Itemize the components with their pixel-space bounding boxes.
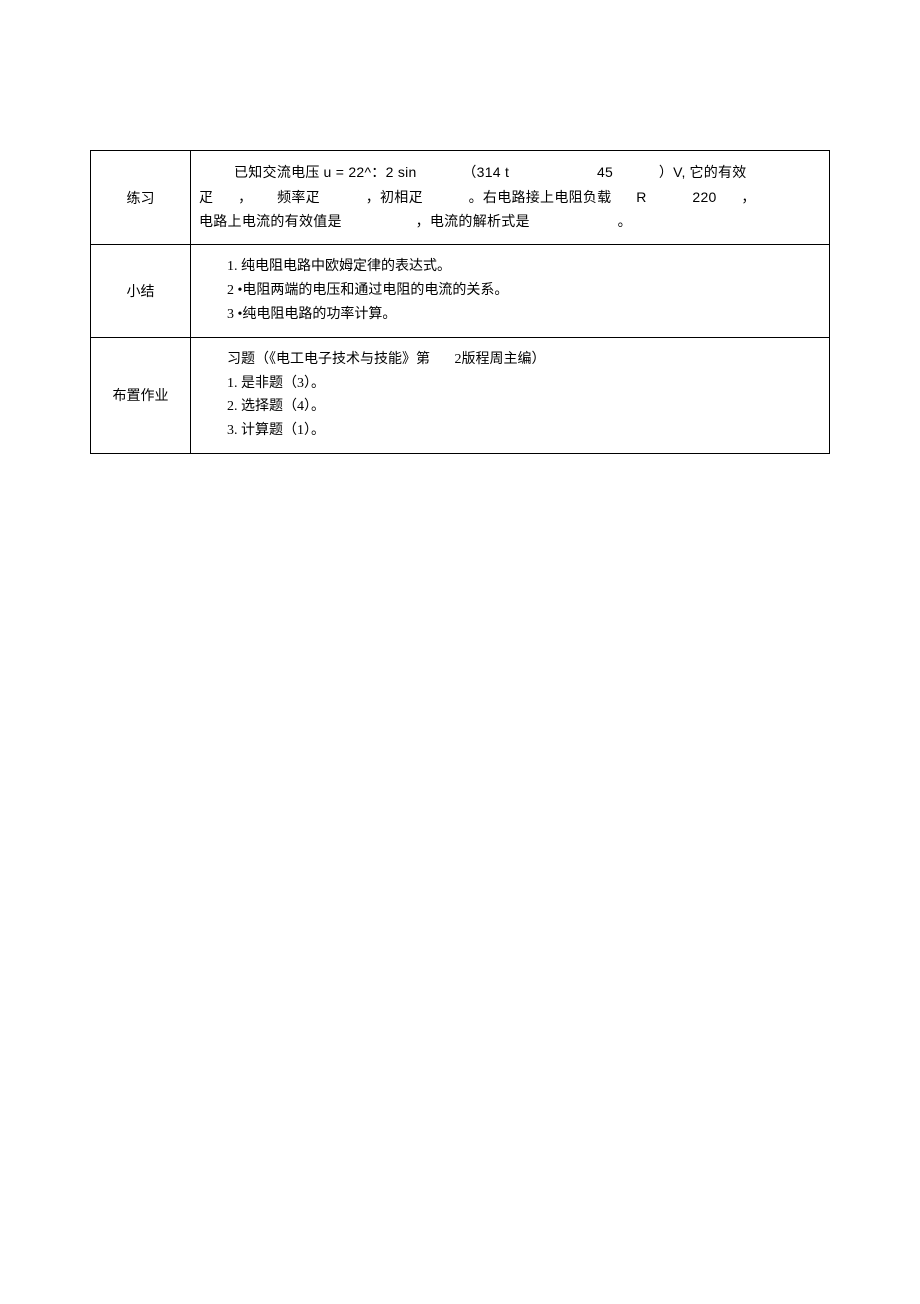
- text: 2版程周主编）: [455, 352, 546, 367]
- row-content: 1. 纯电阻电路中欧姆定律的表达式。 2 •电阻两端的电压和通过电阻的电流的关系…: [191, 245, 830, 337]
- text: ，电流的解析式是: [416, 215, 530, 230]
- text: u = 22^：2 sin: [323, 164, 416, 180]
- text-line: 电路上电流的有效值是 ，电流的解析式是 。: [199, 211, 821, 235]
- text: 45: [597, 164, 613, 180]
- list-item: 1. 是非题（3）。: [199, 372, 821, 396]
- text: 疋: [199, 191, 213, 206]
- row-content: 习题（《电工电子技术与技能》第 2版程周主编） 1. 是非题（3）。 2. 选择…: [191, 337, 830, 453]
- table-row: 小结 1. 纯电阻电路中欧姆定律的表达式。 2 •电阻两端的电压和通过电阻的电流…: [91, 245, 830, 337]
- text: （314 t: [462, 164, 509, 180]
- list-item: 2 •电阻两端的电压和通过电阻的电流的关系。: [199, 279, 821, 303]
- lesson-table: 练习 已知交流电压 u = 22^：2 sin （314 t 45 ）V, 它的…: [90, 150, 830, 454]
- list-item: 1. 纯电阻电路中欧姆定律的表达式。: [199, 255, 821, 279]
- text: 它的有效: [689, 166, 746, 181]
- row-content: 已知交流电压 u = 22^：2 sin （314 t 45 ）V, 它的有效 …: [191, 151, 830, 245]
- text: 已知交流电压: [234, 166, 320, 181]
- text-line: 已知交流电压 u = 22^：2 sin （314 t 45 ）V, 它的有效: [199, 161, 821, 186]
- row-label: 布置作业: [91, 337, 191, 453]
- text: 。: [618, 215, 632, 230]
- list-item: 3. 计算题（1）。: [199, 419, 821, 443]
- row-label: 小结: [91, 245, 191, 337]
- text: ，: [741, 191, 755, 206]
- list-item: 3 •纯电阻电路的功率计算。: [199, 303, 821, 327]
- text: 频率疋: [277, 191, 320, 206]
- text: 220: [692, 189, 716, 205]
- list-item: 2. 选择题（4）。: [199, 395, 821, 419]
- table-row: 练习 已知交流电压 u = 22^：2 sin （314 t 45 ）V, 它的…: [91, 151, 830, 245]
- text: ）V,: [659, 164, 686, 180]
- text: 习题（《电工电子技术与技能》第: [227, 352, 430, 367]
- text-line: 习题（《电工电子技术与技能》第 2版程周主编）: [199, 348, 821, 372]
- text: ，初相疋: [366, 191, 423, 206]
- text: 电路上电流的有效值是: [199, 215, 342, 230]
- text: 。右电路接上电阻负载: [469, 191, 612, 206]
- row-label: 练习: [91, 151, 191, 245]
- text: ，: [238, 191, 252, 206]
- text-line: 疋 ， 频率疋 ，初相疋 。右电路接上电阻负载 R 220 ，: [199, 186, 821, 211]
- table-row: 布置作业 习题（《电工电子技术与技能》第 2版程周主编） 1. 是非题（3）。 …: [91, 337, 830, 453]
- text: R: [636, 189, 646, 205]
